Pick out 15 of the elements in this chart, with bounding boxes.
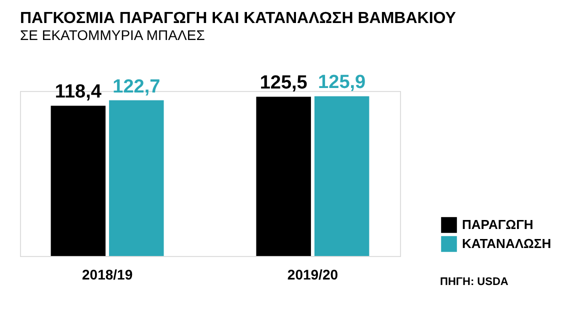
- bar: [109, 100, 164, 256]
- x-tick-label: 2019/20: [287, 266, 338, 282]
- bar: [314, 96, 370, 256]
- chart-subtitle: ΣΕ ΕΚΑΤΟΜΜΥΡΙΑ ΜΠΑΛΕΣ: [20, 27, 206, 44]
- data-label: 118,4: [54, 82, 102, 103]
- legend-label: ΚΑΤΑΝΑΛΩΣΗ: [462, 236, 552, 251]
- text: ΠΗΓΗ: USDA: [440, 276, 508, 288]
- data-label: 125,5: [260, 72, 308, 94]
- x-tick-label: 2018/19: [82, 266, 133, 282]
- bar: [256, 96, 311, 256]
- data-label: 125,9: [318, 72, 366, 94]
- chart-title: ΠΑΓΚΟΣΜΙΑ ΠΑΡΑΓΩΓΗ ΚΑΙ ΚΑΤΑΝΑΛΩΣΗ ΒΑΜΒΑΚΙΟΥ: [20, 10, 456, 28]
- bar: [50, 106, 106, 256]
- legend-label: ΠΑΡΑΓΩΓΗ: [462, 217, 534, 232]
- data-label: 122,7: [112, 76, 160, 98]
